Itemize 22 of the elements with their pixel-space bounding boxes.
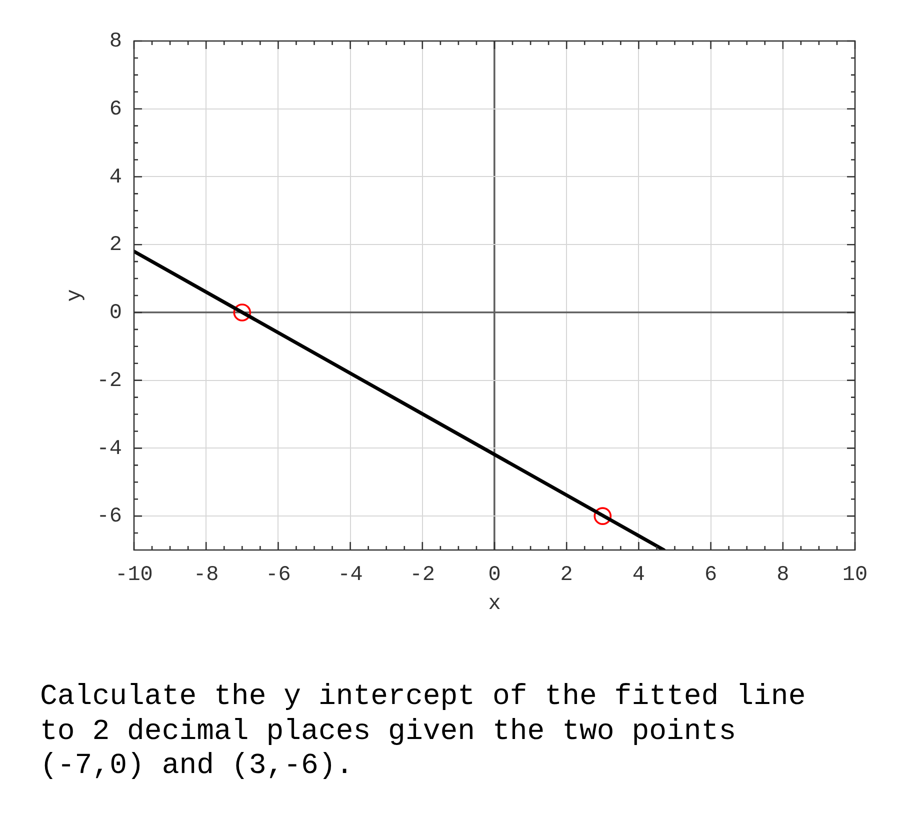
y-axis-title: y: [64, 289, 88, 302]
x-tick-label: 6: [704, 564, 718, 588]
x-tick-label: -4: [338, 564, 363, 588]
x-tick-label: -10: [115, 564, 153, 588]
y-tick-label: -2: [96, 370, 122, 393]
y-tick-label: 4: [109, 166, 122, 190]
x-tick-label: -8: [193, 564, 219, 588]
y-tick-label: -4: [96, 438, 122, 461]
y-tick-label: -6: [96, 506, 122, 529]
y-tick-label: 2: [109, 234, 122, 258]
x-tick-label: -2: [410, 564, 436, 588]
x-axis-title: x: [488, 592, 501, 616]
x-tick-label: 10: [842, 564, 868, 588]
y-tick-label: 6: [109, 98, 122, 122]
x-tick-label: -6: [266, 564, 291, 588]
y-tick-label: 8: [109, 30, 122, 54]
x-tick-label: 8: [776, 564, 790, 588]
x-tick-label: 2: [560, 564, 573, 588]
text: Calculate the y intercept of the fitted line to 2 decimal places given the two points (-7,0) and (3,-6).: [40, 680, 807, 784]
x-tick-label: 4: [632, 564, 646, 588]
y-tick-label: 0: [109, 302, 122, 326]
x-tick-label: 0: [488, 564, 501, 588]
